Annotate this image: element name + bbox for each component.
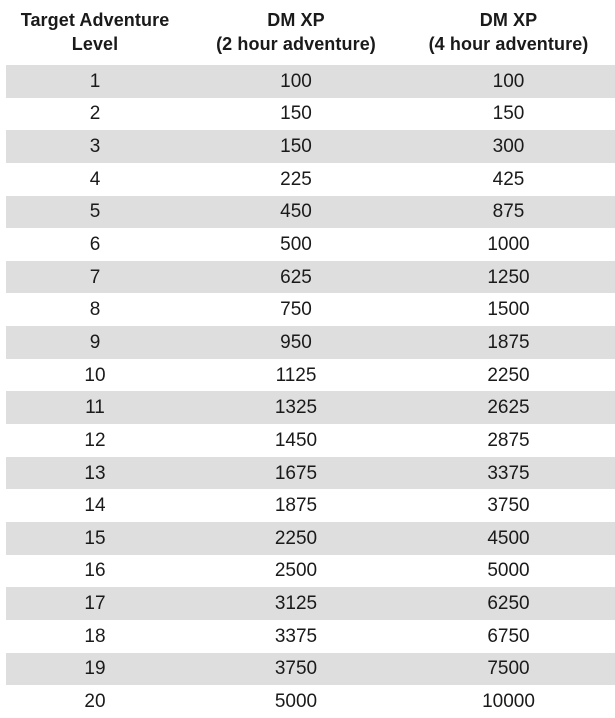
level-cell: 9 (0, 326, 190, 359)
table-row: 11 1325 2625 (0, 391, 615, 425)
xp-4hr-cell: 3750 (487, 495, 530, 517)
column-header-dm-xp-2-hour: DM XP (2 hour adventure) (190, 0, 402, 65)
table-row: 4 225 425 (0, 163, 615, 196)
level-cell: 16 (84, 560, 106, 582)
header-line: Level (71, 34, 119, 54)
table-row: 1 100 100 (0, 65, 615, 98)
table-row: 3 150 300 (0, 130, 615, 163)
level-cell: 12 (84, 429, 106, 451)
xp-4hr-cell: 6250 (402, 587, 615, 620)
xp-2hr-cell: 750 (280, 299, 312, 321)
xp-2hr-cell: 100 (190, 65, 402, 98)
table-row: 20 5000 10000 (0, 685, 615, 718)
xp-4hr-cell: 100 (402, 65, 615, 98)
xp-4hr-cell: 7500 (402, 652, 615, 686)
level-cell: 7 (0, 260, 190, 294)
level-cell: 19 (0, 652, 190, 686)
level-cell: 10 (84, 364, 106, 386)
table-row: 2 150 150 (0, 98, 615, 131)
level-cell: 6 (89, 234, 101, 256)
xp-4hr-cell: 10000 (482, 690, 535, 712)
xp-2hr-cell: 1450 (274, 429, 318, 451)
table-row: 16 2500 5000 (0, 555, 615, 588)
level-cell: 8 (89, 299, 101, 321)
xp-4hr-cell: 2250 (487, 364, 530, 386)
level-cell: 15 (0, 521, 190, 555)
header-row: Target Adventure Level DM XP (2 hour adv… (0, 0, 615, 65)
xp-2hr-cell: 2500 (274, 560, 318, 582)
xp-2hr-cell: 225 (280, 168, 312, 190)
table-row: 5 450 875 (0, 195, 615, 229)
xp-2hr-cell: 3750 (190, 652, 402, 686)
xp-2hr-cell: 150 (190, 130, 402, 163)
xp-2hr-cell: 1325 (190, 391, 402, 425)
xp-2hr-cell: 1675 (190, 456, 402, 490)
xp-2hr-cell: 950 (190, 326, 402, 359)
xp-2hr-cell: 3125 (190, 587, 402, 620)
table-row: 15 2250 4500 (0, 521, 615, 555)
level-cell: 14 (84, 495, 106, 517)
level-cell: 13 (0, 456, 190, 490)
table-row: 9 950 1875 (0, 326, 615, 359)
xp-4hr-cell: 300 (402, 130, 615, 163)
level-cell: 11 (0, 391, 190, 425)
xp-4hr-cell: 2625 (402, 391, 615, 425)
table-row: 18 3375 6750 (0, 620, 615, 653)
xp-4hr-cell: 1500 (487, 299, 530, 321)
xp-4hr-cell: 5000 (487, 560, 530, 582)
table-header: Target Adventure Level DM XP (2 hour adv… (0, 0, 615, 65)
header-line: Target Adventure (20, 10, 170, 30)
level-cell: 4 (89, 168, 101, 190)
table-row: 8 750 1500 (0, 293, 615, 326)
header-line: DM XP (267, 10, 325, 30)
xp-2hr-cell: 1125 (275, 364, 317, 386)
xp-4hr-cell: 3375 (402, 456, 615, 490)
level-cell: 20 (84, 690, 106, 712)
xp-2hr-cell: 5000 (274, 690, 318, 712)
table-row: 19 3750 7500 (0, 652, 615, 686)
level-cell: 5 (0, 195, 190, 229)
xp-2hr-cell: 1875 (274, 495, 318, 517)
xp-4hr-cell: 875 (402, 195, 615, 229)
table-row: 6 500 1000 (0, 228, 615, 261)
xp-4hr-cell: 2875 (487, 429, 530, 451)
header-line: (2 hour adventure) (216, 34, 376, 54)
xp-2hr-cell: 2250 (190, 521, 402, 555)
xp-2hr-cell: 625 (190, 260, 402, 294)
level-cell: 18 (84, 625, 106, 647)
xp-2hr-cell: 500 (280, 234, 312, 256)
header-line: (4 hour adventure) (428, 34, 589, 54)
xp-4hr-cell: 1000 (487, 234, 530, 256)
level-cell: 17 (0, 587, 190, 620)
table-row: 14 1875 3750 (0, 489, 615, 522)
xp-2hr-cell: 150 (280, 103, 312, 125)
xp-4hr-cell: 6750 (487, 625, 530, 647)
table-body: 1 100 100 2 150 150 3 150 300 4 225 425 … (0, 65, 615, 718)
xp-2hr-cell: 3375 (274, 625, 318, 647)
xp-4hr-cell: 4500 (402, 521, 615, 555)
level-cell: 3 (0, 130, 190, 163)
xp-4hr-cell: 1875 (402, 326, 615, 359)
level-cell: 1 (0, 65, 190, 98)
table-row: 7 625 1250 (0, 260, 615, 294)
table-row: 13 1675 3375 (0, 456, 615, 490)
table-row: 10 1125 2250 (0, 359, 615, 392)
xp-2hr-cell: 450 (190, 195, 402, 229)
column-header-dm-xp-4-hour: DM XP (4 hour adventure) (402, 0, 615, 65)
level-cell: 2 (89, 103, 101, 125)
header-line: DM XP (479, 10, 538, 30)
table-row: 17 3125 6250 (0, 587, 615, 620)
xp-4hr-cell: 425 (492, 168, 525, 190)
xp-4hr-cell: 1250 (402, 260, 615, 294)
xp-4hr-cell: 150 (492, 103, 525, 125)
table-row: 12 1450 2875 (0, 424, 615, 457)
column-header-target-adventure-level: Target Adventure Level (0, 0, 190, 65)
